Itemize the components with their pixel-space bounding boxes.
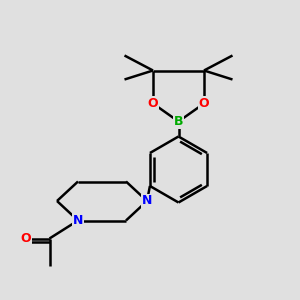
Text: B: B — [174, 115, 183, 128]
Text: N: N — [142, 194, 152, 208]
Text: O: O — [199, 97, 209, 110]
Text: N: N — [73, 214, 83, 227]
Text: O: O — [148, 97, 158, 110]
Text: O: O — [20, 232, 31, 245]
